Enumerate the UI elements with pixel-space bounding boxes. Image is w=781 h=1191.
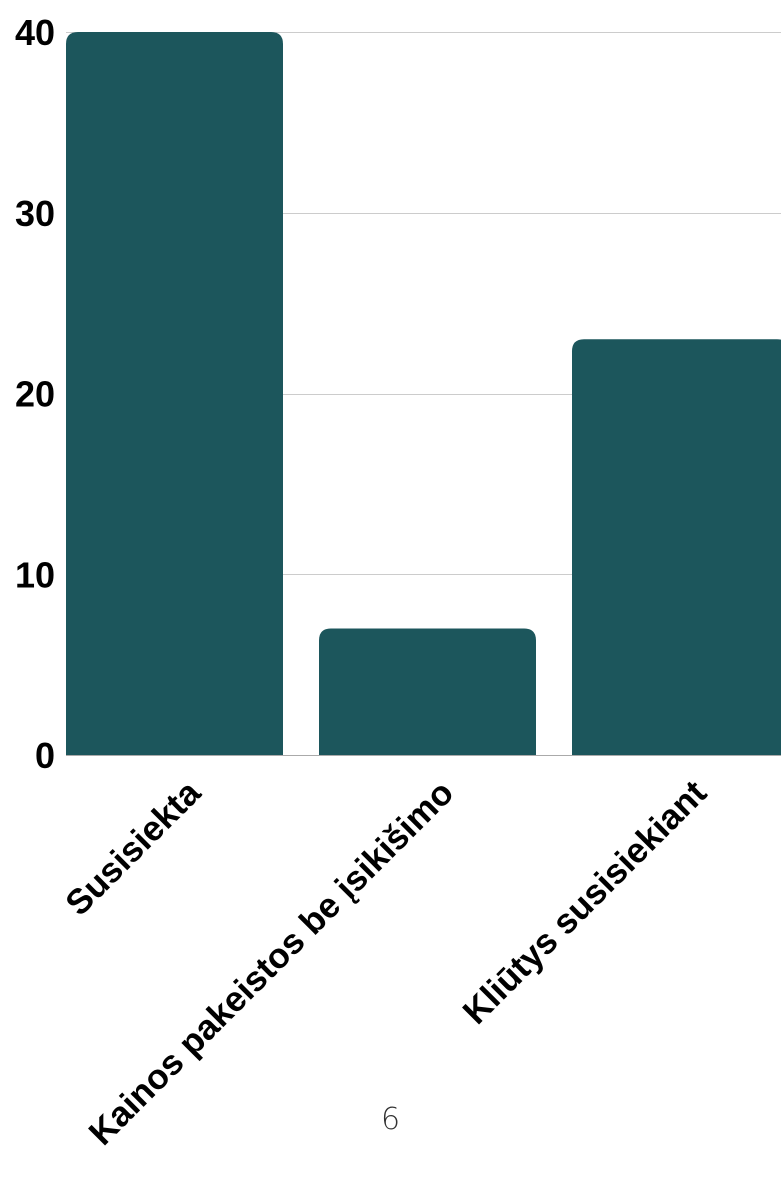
y-tick-label: 30 <box>15 193 55 234</box>
x-category-label: Susisiekta <box>58 773 208 923</box>
y-tick-label: 40 <box>15 12 55 53</box>
bars <box>66 32 781 755</box>
y-tick-label: 20 <box>15 374 55 415</box>
x-category-label: Kliūtys susisiekiant <box>455 773 714 1032</box>
bar <box>319 628 536 755</box>
y-tick-label: 10 <box>15 554 55 595</box>
y-axis-tick-labels: 0 10 20 30 40 <box>15 12 55 776</box>
bar <box>572 339 781 755</box>
y-tick-label: 0 <box>35 735 55 776</box>
bar <box>66 32 283 755</box>
page-number: 6 <box>380 1102 401 1137</box>
